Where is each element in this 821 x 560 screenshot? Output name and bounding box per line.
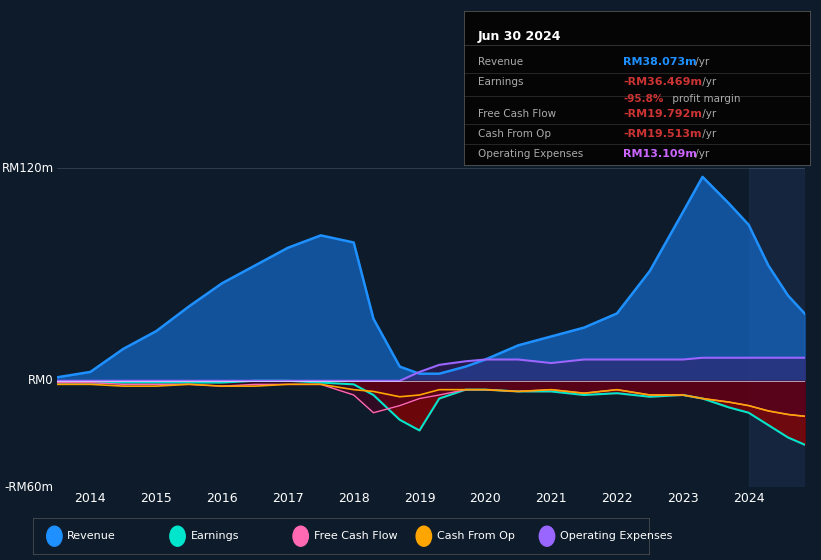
Text: /yr: /yr <box>699 109 717 119</box>
Text: -95.8%: -95.8% <box>623 94 663 104</box>
Text: profit margin: profit margin <box>669 94 741 104</box>
Text: -RM60m: -RM60m <box>5 480 53 494</box>
Text: /yr: /yr <box>692 150 709 160</box>
Text: Free Cash Flow: Free Cash Flow <box>314 531 397 541</box>
Text: Cash From Op: Cash From Op <box>478 129 551 139</box>
Text: Jun 30 2024: Jun 30 2024 <box>478 30 562 43</box>
Text: Cash From Op: Cash From Op <box>437 531 515 541</box>
Ellipse shape <box>539 526 555 546</box>
Text: -RM19.513m: -RM19.513m <box>623 129 702 139</box>
Ellipse shape <box>170 526 186 546</box>
Ellipse shape <box>416 526 432 546</box>
Text: Operating Expenses: Operating Expenses <box>478 150 583 160</box>
Text: Earnings: Earnings <box>190 531 239 541</box>
Text: RM13.109m: RM13.109m <box>623 150 697 160</box>
Text: Revenue: Revenue <box>478 57 523 67</box>
Text: RM120m: RM120m <box>2 161 53 175</box>
Ellipse shape <box>47 526 62 546</box>
Text: /yr: /yr <box>692 57 709 67</box>
Text: RM38.073m: RM38.073m <box>623 57 697 67</box>
Bar <box>749 168 805 487</box>
Text: /yr: /yr <box>699 129 717 139</box>
Text: Free Cash Flow: Free Cash Flow <box>478 109 556 119</box>
Text: /yr: /yr <box>699 77 717 87</box>
Text: Revenue: Revenue <box>67 531 116 541</box>
Text: Earnings: Earnings <box>478 77 523 87</box>
Text: RM0: RM0 <box>28 374 53 388</box>
Text: Operating Expenses: Operating Expenses <box>560 531 672 541</box>
Ellipse shape <box>293 526 309 546</box>
Text: -RM36.469m: -RM36.469m <box>623 77 702 87</box>
Text: -RM19.792m: -RM19.792m <box>623 109 702 119</box>
